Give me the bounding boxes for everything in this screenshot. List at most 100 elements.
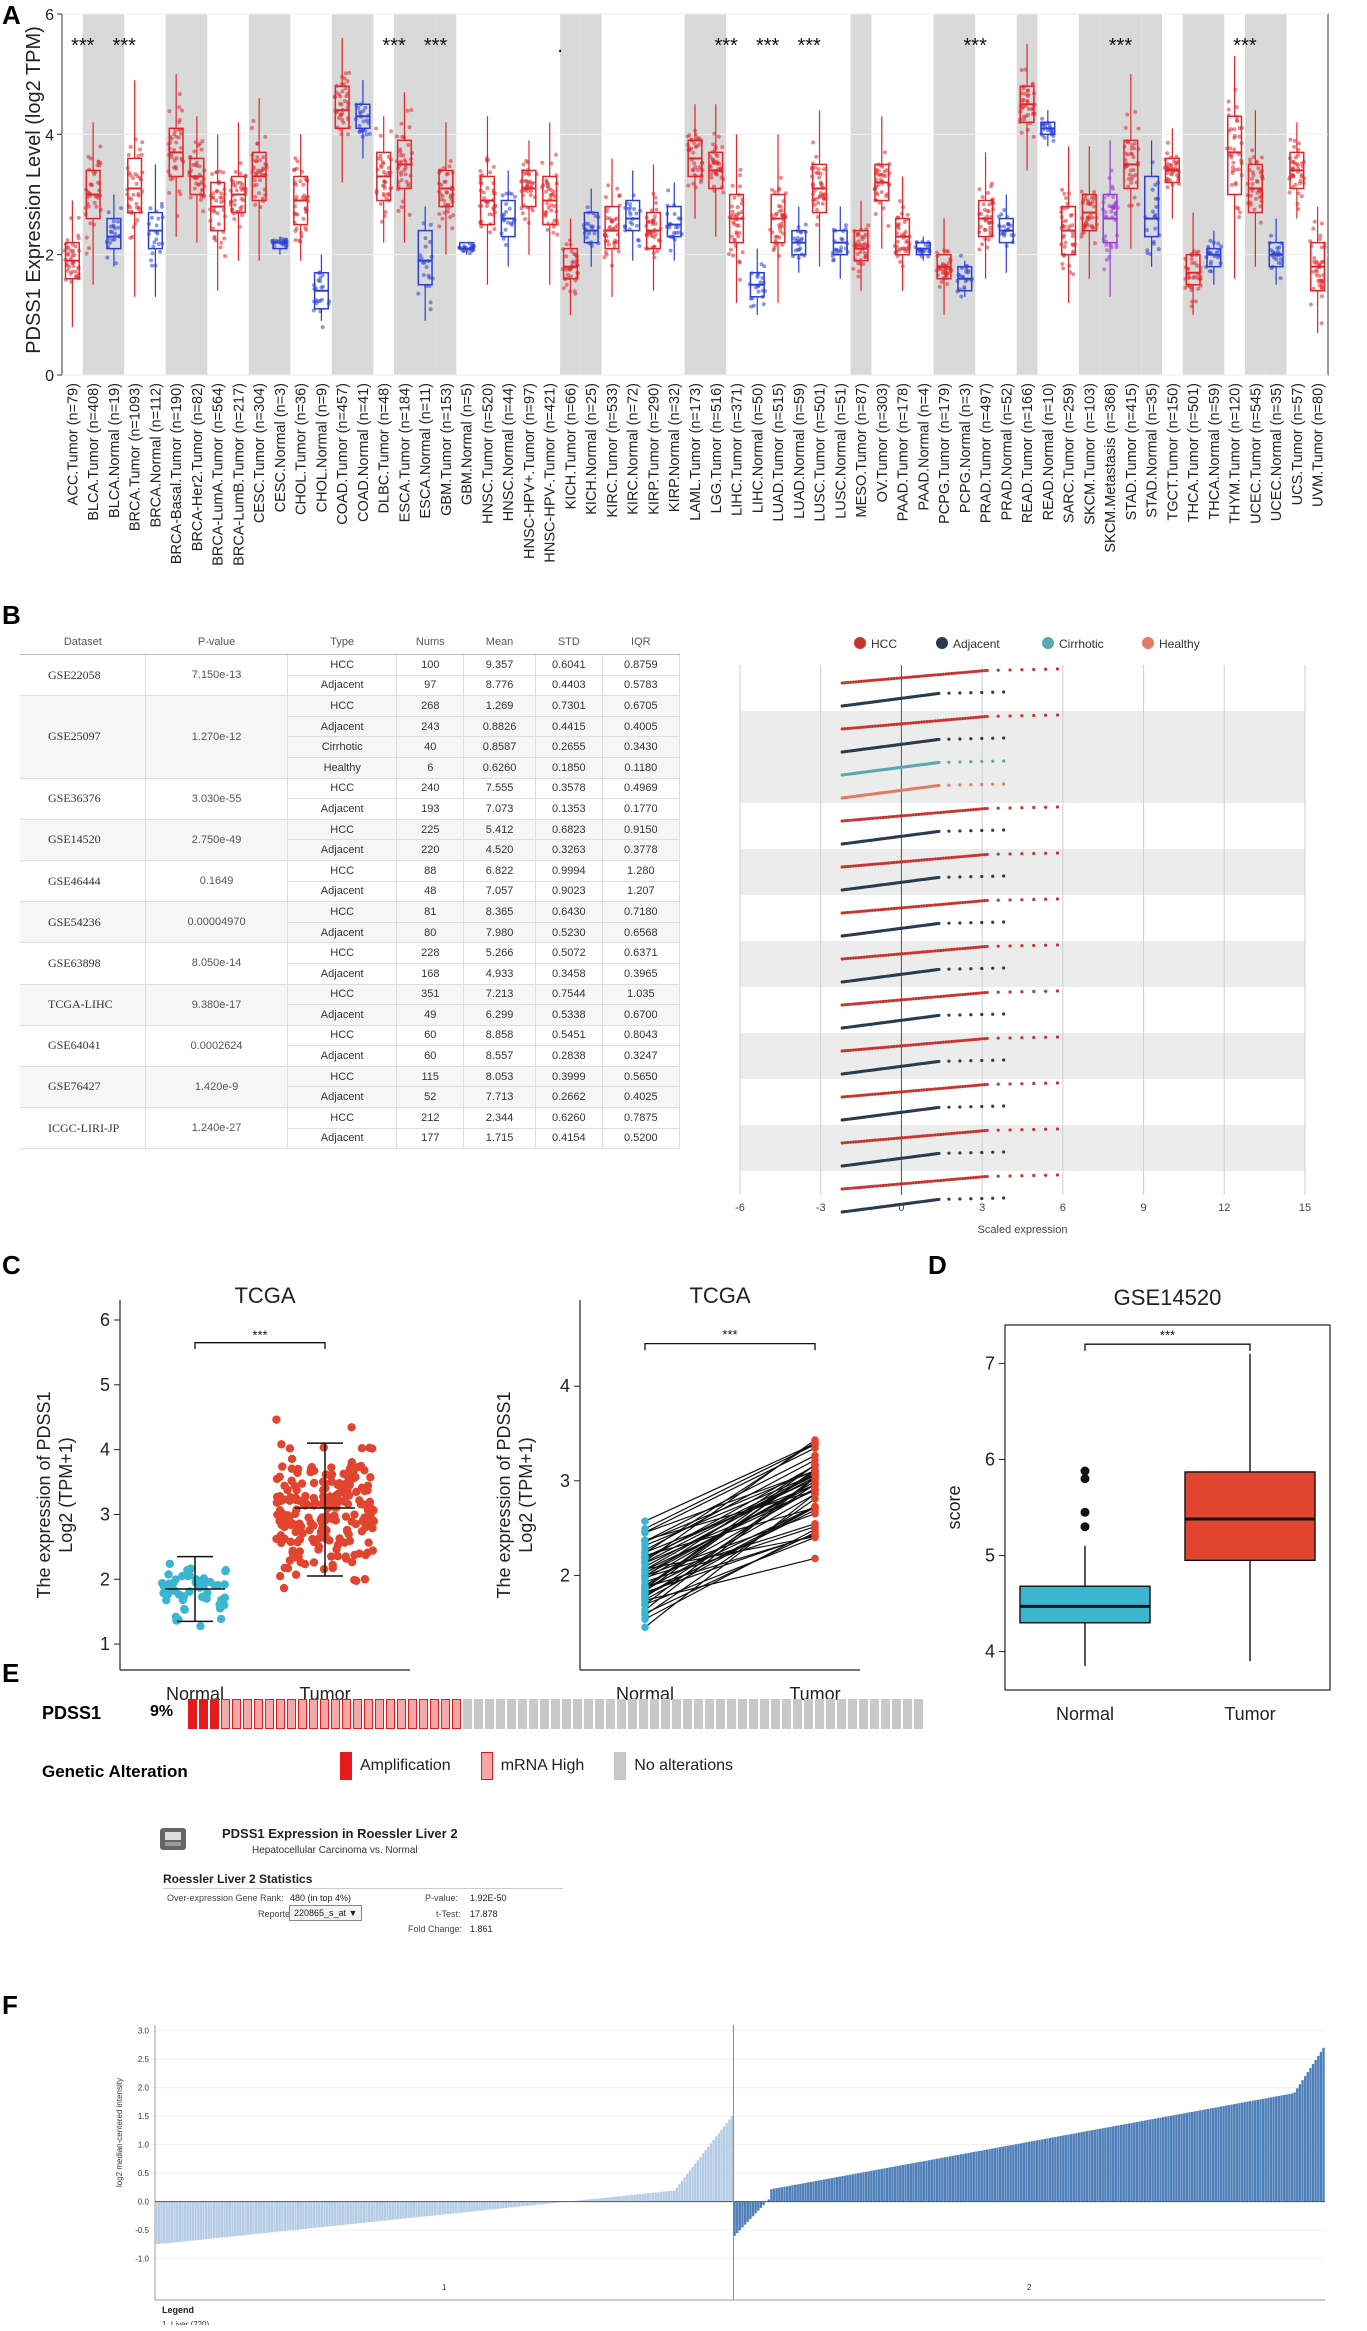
data-point: [1062, 224, 1067, 229]
expr-point: [878, 678, 883, 682]
data-point: [602, 255, 607, 260]
data-point: [159, 201, 164, 206]
table-cell: 8.858: [463, 1025, 537, 1047]
liver-bar: [457, 2201, 460, 2213]
data-point: [378, 201, 383, 206]
pair-line: [644, 1480, 816, 1580]
expr-point: [922, 720, 926, 724]
reporter-select[interactable]: 220865_s_at ▼: [289, 1905, 363, 1921]
data-point: [152, 240, 157, 245]
data-point: [363, 1486, 372, 1495]
liver-bar: [339, 2201, 342, 2226]
expr-point: [887, 677, 891, 681]
expr-point: [854, 864, 858, 868]
expr-point: [974, 1129, 978, 1133]
expr-point: [1044, 1035, 1048, 1039]
data-point: [1071, 272, 1076, 277]
table-row: Adjacent 97 8.776 0.4403 0.5783: [20, 675, 681, 697]
hcc-bar: [962, 2153, 965, 2202]
expr-point: [969, 967, 973, 971]
expr-point: [892, 952, 896, 957]
expr-point: [958, 901, 962, 905]
data-point: [72, 253, 77, 258]
expr-point: [898, 906, 902, 910]
expr-point: [887, 953, 891, 957]
category-label: BRCA-Basal.Tumor (n=190): [169, 383, 185, 564]
expr-point: [862, 863, 866, 867]
liver-bar: [552, 2201, 555, 2204]
expr-point: [928, 673, 932, 678]
data-point: [221, 1566, 230, 1576]
data-point: [504, 202, 509, 207]
expr-point: [971, 670, 976, 674]
expr-point: [917, 996, 921, 1000]
data-point: [561, 286, 566, 291]
expr-point: [848, 956, 853, 960]
expr-point: [895, 1182, 899, 1186]
data-point: [367, 1444, 377, 1453]
data-point: [1019, 130, 1024, 135]
data-point: [223, 254, 228, 259]
expr-point: [937, 967, 941, 972]
expr-point: [937, 737, 941, 742]
unaltered-sample: [650, 1699, 659, 1729]
table-cell: 81: [396, 901, 465, 923]
expr-point: [947, 737, 951, 741]
expr-point: [985, 1128, 989, 1133]
expr-point: [914, 858, 918, 863]
table-cell: 60: [396, 1045, 465, 1067]
data-point: [630, 222, 635, 227]
expr-point: [980, 1150, 984, 1155]
data-point: [1129, 151, 1134, 156]
hcc-bar: [946, 2156, 949, 2202]
expr-point: [892, 814, 896, 819]
data-point: [1025, 99, 1030, 104]
table-cell: 0.6568: [602, 922, 681, 944]
panel-letter-e: E: [2, 1658, 20, 1688]
data-point: [484, 158, 489, 163]
data-point: [240, 213, 245, 218]
expr-point: [930, 1133, 935, 1137]
expr-point: [843, 1095, 847, 1099]
dataset-cell: GSE36376: [20, 778, 147, 820]
liver-bar: [294, 2201, 297, 2230]
data-point: [84, 235, 89, 240]
unaltered-sample: [551, 1699, 560, 1729]
liver-bar: [191, 2201, 195, 2241]
data-point: [1150, 187, 1155, 192]
data-point: [195, 1583, 204, 1592]
data-point: [154, 237, 159, 242]
shade-band: [850, 14, 872, 375]
category-label: BRCA-Her2.Tumor (n=82): [190, 383, 206, 551]
expr-point: [867, 725, 872, 729]
data-point: [1258, 204, 1263, 209]
unaltered-sample: [859, 1699, 868, 1729]
hcc-bar: [838, 2176, 841, 2202]
xtick-label: 12: [1218, 1202, 1230, 1214]
mrna-high-sample: [309, 1699, 318, 1729]
mrna-high-sample: [331, 1699, 340, 1729]
expr-point: [958, 855, 962, 859]
data-point: [1060, 261, 1065, 266]
data-point: [1254, 196, 1259, 201]
expr-point: [928, 903, 932, 908]
data-point: [276, 1531, 286, 1540]
table-cell: 1.269: [463, 695, 537, 717]
table-cell: Adjacent: [287, 881, 398, 903]
amplified-sample: [210, 1699, 219, 1729]
data-point: [232, 198, 237, 203]
print-icon[interactable]: [160, 1828, 186, 1850]
data-point: [666, 188, 671, 193]
data-point: [546, 183, 551, 188]
data-point: [740, 250, 745, 255]
expr-point: [851, 910, 855, 914]
expr-point: [980, 807, 984, 811]
expr-point: [865, 909, 869, 913]
liver-bar: [725, 2122, 728, 2202]
unaltered-sample: [573, 1699, 582, 1729]
expr-point: [843, 681, 847, 685]
table-cell: 0.2838: [535, 1045, 603, 1067]
data-point: [1195, 263, 1200, 268]
data-point: [798, 230, 803, 235]
mrna-high-sample: [397, 1699, 406, 1729]
